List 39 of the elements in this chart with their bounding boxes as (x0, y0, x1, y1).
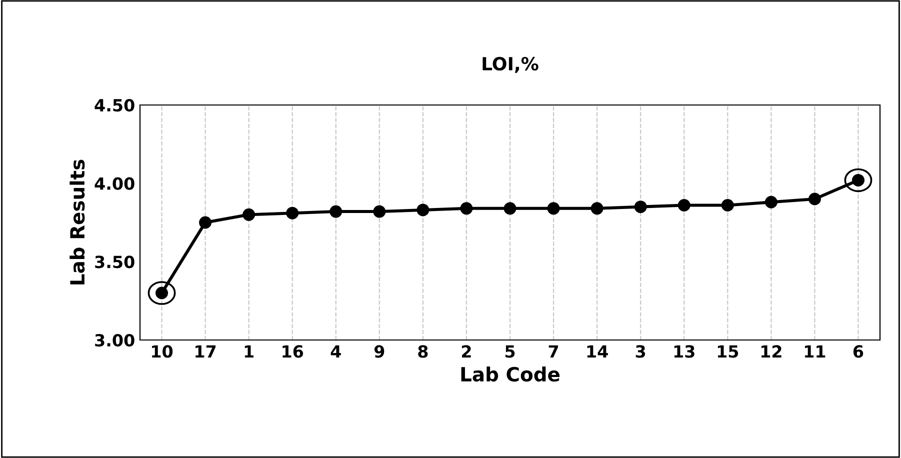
point (764, 196, 778, 208)
point (460, 202, 473, 215)
y-tick-label: 4.00 (94, 177, 134, 190)
x-tick-label: 1 (244, 345, 254, 358)
point (242, 208, 256, 221)
point (678, 199, 690, 212)
x-tick-label: 14 (587, 345, 608, 358)
x-tick-label: 16 (282, 345, 304, 358)
y-axis-title: Lab Results (70, 160, 85, 284)
x-tick-label: 15 (718, 345, 738, 358)
x-tick-label: 2 (462, 345, 471, 358)
point (808, 192, 821, 206)
point (504, 202, 516, 215)
x-tick-label: 4 (330, 345, 341, 358)
x-tick-label: 13 (674, 345, 694, 358)
chart-title: LOI,% (482, 56, 538, 73)
point (634, 200, 647, 214)
x-tick-label: 10 (152, 345, 173, 358)
point (330, 205, 342, 218)
point (286, 206, 299, 220)
point (373, 205, 386, 218)
x-tick-label: 3 (636, 345, 646, 358)
point (199, 216, 212, 229)
x-tick-label: 7 (548, 345, 558, 358)
x-tick-label: 12 (761, 345, 782, 358)
x-tick-label: 8 (418, 345, 428, 358)
point (721, 199, 734, 212)
x-tick-label: 11 (804, 345, 826, 358)
x-axis-title: Lab Code (461, 366, 560, 382)
y-tick-label: 4.50 (94, 98, 134, 112)
y-tick-label: 3.00 (95, 334, 134, 347)
x-tick-label: 9 (374, 345, 384, 358)
point (547, 202, 560, 215)
point (590, 202, 604, 215)
y-tick-label: 3.50 (95, 256, 134, 268)
x-tick-label: 5 (505, 345, 515, 358)
point (416, 204, 430, 216)
x-tick-label: 6 (853, 345, 864, 358)
x-tick-label: 17 (196, 345, 216, 358)
